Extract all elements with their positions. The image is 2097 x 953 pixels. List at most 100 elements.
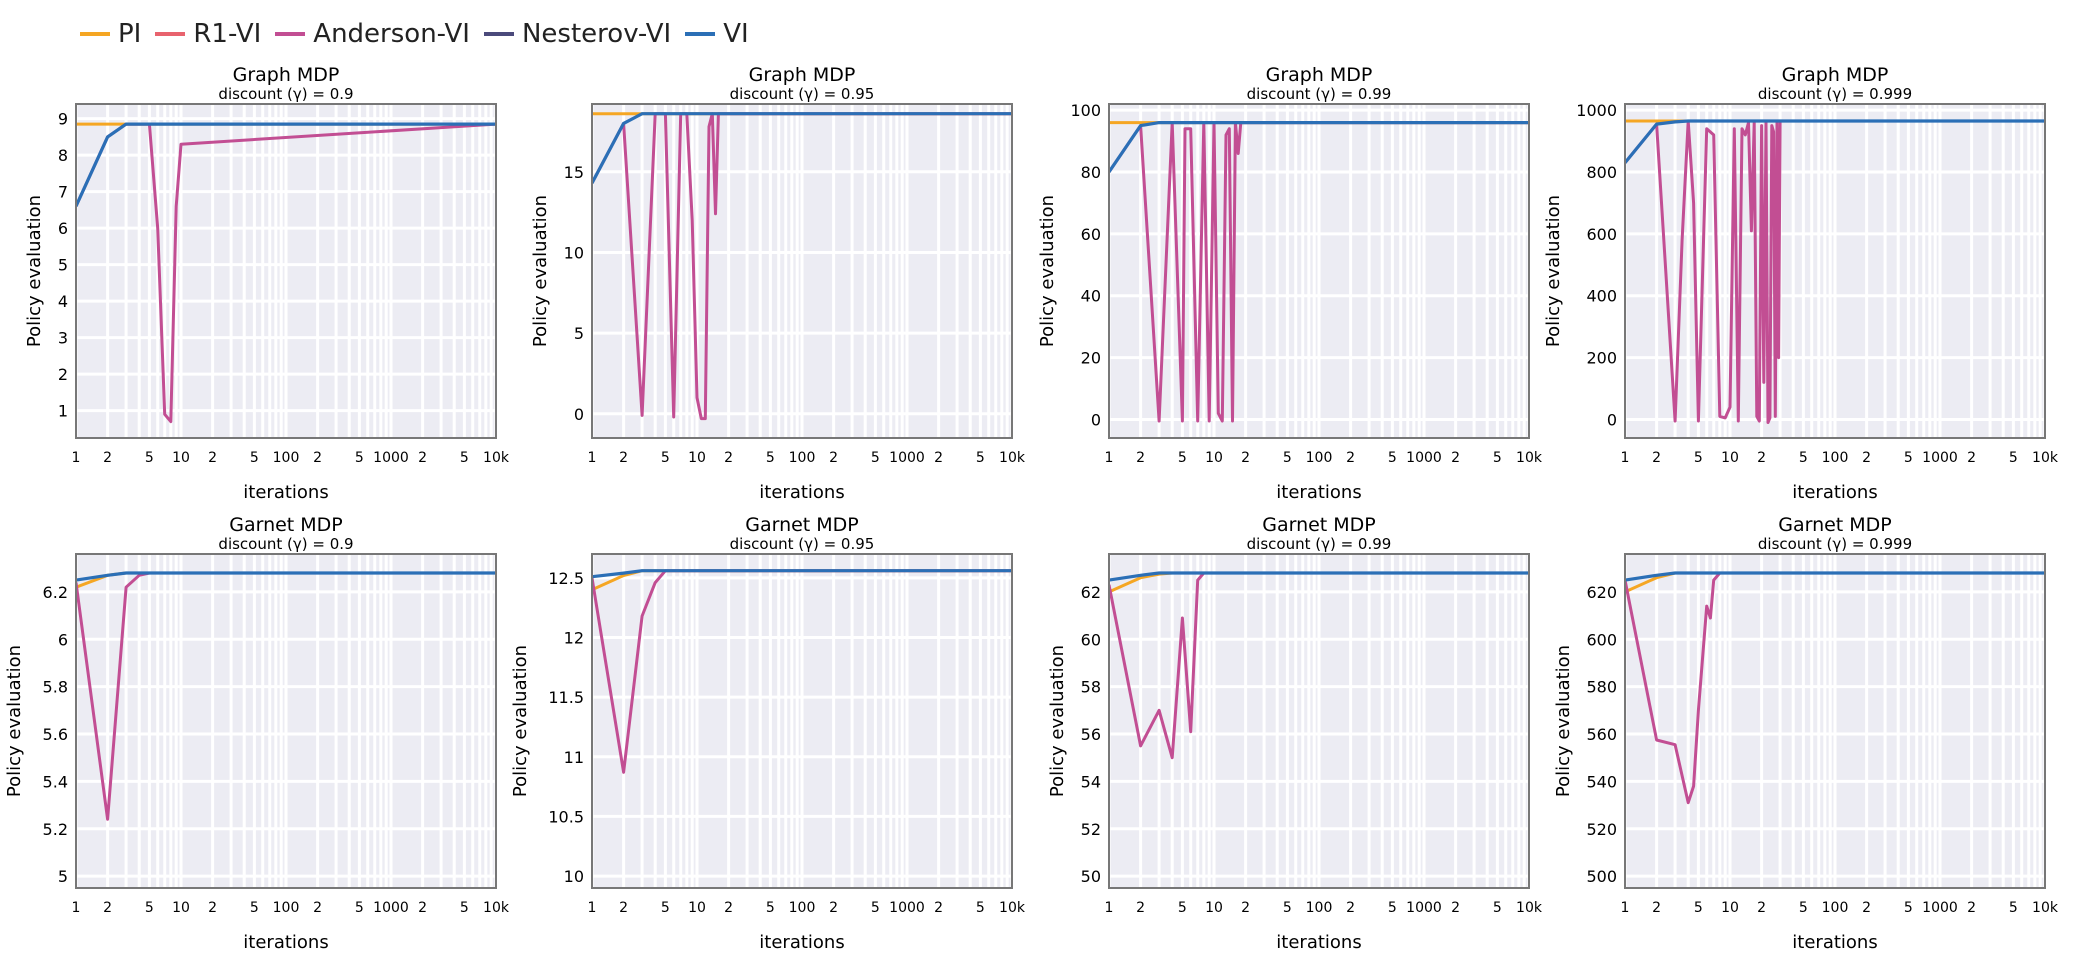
- x-tick-label: 2: [103, 900, 112, 916]
- legend-swatch: [80, 32, 110, 36]
- legend-item: Nesterov-VI: [483, 19, 671, 49]
- x-tick-label: 5: [871, 900, 880, 916]
- x-tick-label: 10k: [2032, 900, 2059, 916]
- x-tick-label: 10k: [999, 450, 1026, 466]
- x-tick-label: 1: [1105, 900, 1114, 916]
- y-tick-label: 3: [58, 329, 68, 348]
- x-tick-label: 5: [145, 900, 154, 916]
- x-tick-label: 2: [1652, 450, 1661, 466]
- panel-title: Garnet MDP: [1262, 514, 1376, 536]
- x-tick-label: 2: [1136, 900, 1145, 916]
- y-tick-label: 1000: [1576, 101, 1617, 120]
- x-tick-label: 5: [460, 450, 469, 466]
- y-tick-label: 580: [1586, 678, 1617, 697]
- y-axis-label: Policy evaluation: [1553, 645, 1574, 797]
- x-tick-label: 5: [976, 900, 985, 916]
- y-tick-label: 620: [1586, 583, 1617, 602]
- y-tick-label: 56: [1081, 725, 1101, 744]
- series-line-anderson-vi: [592, 112, 1012, 421]
- x-tick-label: 10: [688, 900, 706, 916]
- x-tick-label: 5: [1493, 900, 1502, 916]
- series-line-vi: [1109, 571, 1529, 582]
- x-axis-label: iterations: [759, 482, 844, 503]
- y-tick-label: 6: [58, 219, 68, 238]
- y-tick-label: 12.5: [548, 569, 584, 588]
- x-tick-label: 100: [1822, 450, 1849, 466]
- y-tick-label: 20: [1081, 349, 1101, 368]
- y-tick-label: 60: [1081, 630, 1101, 649]
- x-tick-label: 5: [1694, 450, 1703, 466]
- y-tick-label: 0: [1607, 410, 1617, 429]
- x-tick-label: 100: [789, 450, 816, 466]
- x-tick-label: 10: [172, 900, 190, 916]
- y-tick-label: 6.2: [43, 583, 68, 602]
- y-tick-label: 6: [58, 630, 68, 649]
- x-tick-label: 10k: [1516, 900, 1543, 916]
- x-tick-label: 1: [588, 450, 597, 466]
- y-axis-label: Policy evaluation: [1037, 195, 1058, 347]
- x-tick-label: 2: [1346, 450, 1355, 466]
- plot-frame: [75, 553, 497, 889]
- x-tick-label: 2: [724, 900, 733, 916]
- legend: PI R1-VI Anderson-VI Nesterov-VI VI: [80, 14, 763, 54]
- series-line-anderson-vi: [1109, 121, 1529, 423]
- x-tick-label: 2: [724, 450, 733, 466]
- y-tick-label: 54: [1081, 772, 1101, 791]
- x-tick-label: 10k: [999, 900, 1026, 916]
- panel-title: Graph MDP: [233, 64, 340, 86]
- x-tick-label: 2: [829, 900, 838, 916]
- y-tick-label: 5: [58, 256, 68, 275]
- x-tick-label: 100: [273, 450, 300, 466]
- x-tick-label: 1000: [889, 900, 925, 916]
- panel-subtitle: discount (γ) = 0.999: [1758, 535, 1912, 553]
- y-tick-label: 11: [564, 748, 584, 767]
- x-tick-label: 5: [250, 900, 259, 916]
- x-tick-label: 10k: [483, 900, 510, 916]
- x-tick-label: 10: [172, 450, 190, 466]
- x-tick-label: 2: [1451, 900, 1460, 916]
- legend-item: VI: [685, 19, 749, 49]
- x-tick-label: 2: [208, 450, 217, 466]
- x-tick-label: 5: [460, 900, 469, 916]
- legend-swatch: [155, 32, 186, 36]
- x-tick-label: 5: [1178, 900, 1187, 916]
- x-tick-label: 5: [1799, 900, 1808, 916]
- x-tick-label: 2: [313, 900, 322, 916]
- panel-title: Garnet MDP: [1778, 514, 1892, 536]
- x-tick-label: 1: [1105, 450, 1114, 466]
- y-axis-label: Policy evaluation: [24, 195, 45, 347]
- y-tick-label: 0: [1091, 410, 1101, 429]
- y-tick-label: 58: [1081, 678, 1101, 697]
- panel-title: Graph MDP: [1782, 64, 1889, 86]
- x-axis-label: iterations: [1276, 482, 1361, 503]
- y-tick-label: 600: [1586, 225, 1617, 244]
- x-tick-label: 5: [1388, 450, 1397, 466]
- panel: 50 52 54 56 58 60 62 1 2 5 10 2 5 100 2 5 1000 2 5 10k Garne…: [1047, 514, 1543, 953]
- y-tick-label: 4: [58, 292, 68, 311]
- legend-swatch: [275, 32, 306, 36]
- legend-swatch: [685, 32, 716, 36]
- y-tick-label: 10: [564, 243, 584, 262]
- y-tick-label: 15: [564, 163, 584, 182]
- y-tick-label: 5.4: [43, 772, 68, 791]
- x-axis-label: iterations: [243, 932, 328, 953]
- legend-label: R1-VI: [193, 19, 262, 49]
- x-tick-label: 2: [934, 450, 943, 466]
- panel-subtitle: discount (γ) = 0.99: [1247, 535, 1392, 553]
- x-tick-label: 10k: [2032, 450, 2059, 466]
- x-tick-label: 100: [1306, 450, 1333, 466]
- plot-frame: [591, 103, 1013, 439]
- x-tick-label: 5: [355, 900, 364, 916]
- plot-frame: [1624, 553, 2046, 889]
- y-axis-label: Policy evaluation: [4, 645, 25, 797]
- y-tick-label: 60: [1081, 225, 1101, 244]
- x-tick-label: 5: [1799, 450, 1808, 466]
- series-line-vi: [1625, 119, 2045, 164]
- y-tick-label: 1: [58, 402, 68, 421]
- plot-frame: [591, 553, 1013, 889]
- x-tick-label: 2: [829, 450, 838, 466]
- x-tick-label: 100: [789, 900, 816, 916]
- x-tick-label: 1: [1621, 450, 1630, 466]
- x-tick-label: 2: [1451, 450, 1460, 466]
